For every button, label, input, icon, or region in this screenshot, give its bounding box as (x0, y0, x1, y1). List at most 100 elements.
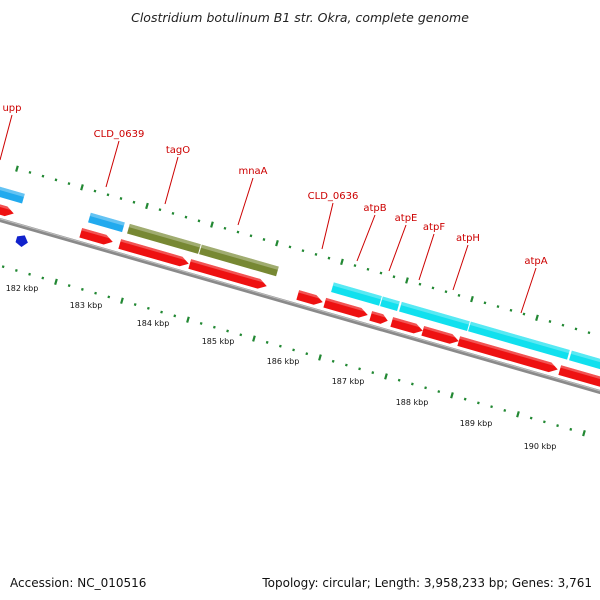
minor-tick (542, 420, 546, 424)
minor-tick (160, 310, 163, 314)
major-tick (318, 354, 322, 361)
minor-tick (226, 329, 229, 333)
gene-label: atpF (423, 222, 445, 233)
gene-label: tagO (166, 145, 190, 156)
minor-tick (171, 211, 175, 215)
major-tick (120, 297, 124, 304)
minor-tick (344, 363, 348, 367)
gene-bar-tail (569, 350, 600, 383)
minor-tick (569, 427, 573, 431)
gene-label: atpA (524, 256, 547, 267)
minor-tick (197, 219, 201, 223)
minor-tick (262, 238, 266, 241)
major-tick (340, 258, 344, 266)
minor-tick (249, 234, 253, 238)
major-tick (80, 184, 84, 191)
major-tick (252, 335, 256, 342)
gene-label: mnaA (238, 166, 267, 177)
minor-tick (397, 378, 401, 382)
minor-tick (483, 301, 487, 305)
minor-tick (424, 386, 427, 390)
major-tick (275, 240, 279, 247)
cds-arrow-atpe (390, 317, 423, 334)
major-tick (145, 202, 149, 210)
gene-bar-atpa (468, 321, 570, 360)
minor-tick (561, 323, 565, 327)
minor-tick (314, 252, 318, 256)
label-leader-layer (0, 114, 537, 314)
minor-tick (41, 276, 45, 280)
lower-tick-row (1, 265, 586, 437)
backbone-line (0, 217, 600, 395)
label-leader-line (321, 202, 334, 250)
minor-tick (132, 200, 136, 204)
minor-tick (67, 284, 71, 288)
gene-label: atpE (395, 213, 418, 224)
cds-arrow-atph (457, 336, 558, 373)
major-tick (450, 392, 454, 399)
minor-tick (28, 170, 32, 174)
gene-label: atpH (456, 233, 480, 244)
cds-arrow-cld0639 (79, 227, 113, 245)
minor-tick (503, 409, 507, 412)
cds-arrow-tail (558, 365, 600, 397)
gene-label: CLD_0636 (308, 191, 359, 202)
gene-bar-upp (0, 177, 25, 204)
major-tick (535, 314, 539, 321)
minor-tick (93, 189, 97, 193)
major-tick (186, 316, 190, 323)
minor-tick (379, 271, 383, 275)
backbone-highlight (0, 218, 600, 392)
minor-tick (223, 226, 227, 230)
minor-tick (392, 275, 396, 279)
minor-tick (54, 178, 58, 182)
cds-arrow-cld0636b (323, 297, 368, 318)
minor-tick (288, 245, 292, 249)
minor-tick (522, 312, 526, 316)
minor-tick (496, 305, 500, 309)
minor-tick (331, 359, 335, 363)
gene-label: CLD_0639 (94, 129, 145, 140)
gene-bar-cld0636 (331, 282, 382, 306)
map-title: Clostridium botulinum B1 str. Okra, comp… (131, 10, 469, 25)
kbp-position-label: 182 kbp (6, 284, 39, 293)
kbp-label-layer: 182 kbp 183 kbp 184 kbp 185 kbp 186 kbp 187 k… (6, 284, 557, 451)
label-leader-line (418, 233, 435, 281)
gene-label: atpB (363, 203, 386, 214)
minor-tick (490, 405, 493, 409)
major-tick (470, 295, 474, 303)
major-tick (54, 278, 58, 286)
minor-tick (463, 397, 467, 401)
gene-bar-cld0639 (88, 212, 125, 233)
cds-arrow-upp (0, 194, 14, 217)
major-tick (210, 221, 214, 228)
gene-bar-tago (127, 223, 201, 254)
minor-tick (28, 272, 31, 276)
minor-tick (327, 256, 331, 260)
minor-tick (574, 327, 578, 331)
minor-tick (444, 290, 448, 294)
cds-arrow-atpb (369, 311, 388, 324)
label-leader-line (105, 140, 120, 188)
kbp-position-label: 189 kbp (460, 419, 493, 428)
label-leader-line (452, 244, 469, 291)
major-tick (384, 373, 388, 380)
cds-arrow-atpf (421, 325, 459, 344)
kbp-position-label: 188 kbp (396, 398, 429, 407)
minor-tick (457, 293, 461, 297)
label-leader-line (237, 177, 254, 226)
gene-bar-atpe (380, 296, 400, 311)
label-leader-line (388, 224, 407, 272)
kbp-position-label: 190 kbp (524, 442, 557, 451)
small-feature-marker (15, 235, 28, 247)
minor-tick (80, 287, 84, 291)
major-tick (582, 429, 586, 437)
minor-tick (199, 321, 203, 325)
label-leader-line (520, 267, 537, 314)
gene-bar-atpf (399, 301, 470, 332)
minor-tick (94, 291, 97, 295)
backbone-layer (0, 217, 600, 395)
minor-tick (146, 306, 150, 310)
